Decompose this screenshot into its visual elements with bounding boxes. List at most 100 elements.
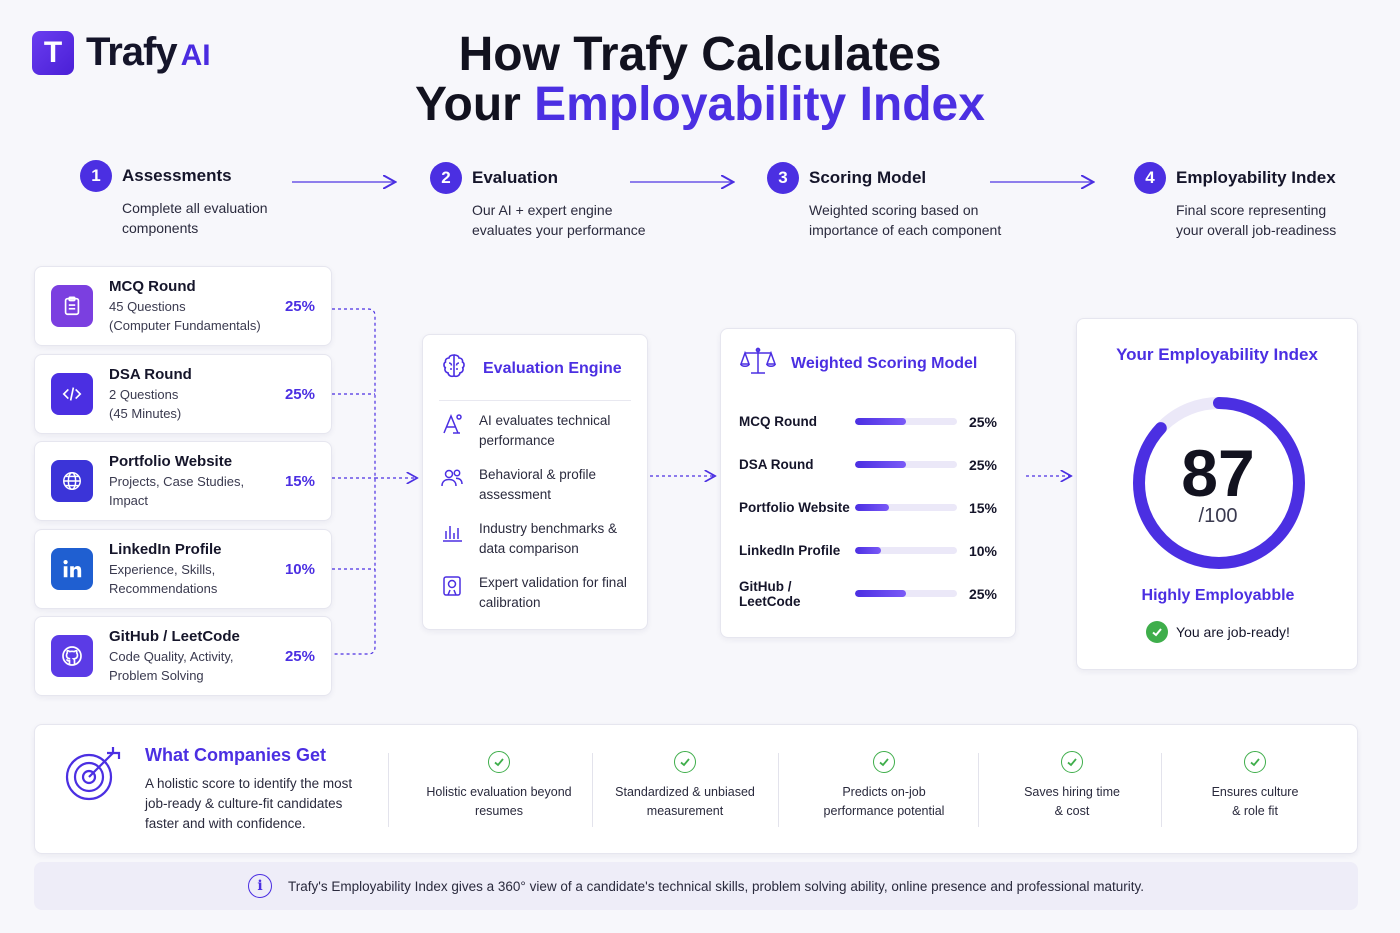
step-desc: Final score representing your overall jo… xyxy=(1176,202,1337,238)
weight-bar-fill xyxy=(855,504,889,511)
step-desc: Weighted scoring based on importance of … xyxy=(809,202,1002,238)
component-detail: Impact xyxy=(109,493,149,508)
component-detail: Experience, Skills, xyxy=(109,562,216,577)
component-weight: 10% xyxy=(284,560,315,578)
footer-note: i Trafy's Employability Index gives a 36… xyxy=(34,862,1358,910)
check-icon xyxy=(1244,751,1266,773)
brand-suffix: AI xyxy=(180,39,211,72)
brand-logo: T Trafy AI xyxy=(32,30,211,75)
weight-bar-fill xyxy=(855,547,881,554)
engine-item: Expert validation for final calibration xyxy=(439,573,631,613)
ready-text: You are job-ready! xyxy=(1176,624,1290,640)
benefit-text: measurement xyxy=(646,804,724,818)
benefit-item: Standardized & unbiased measurement xyxy=(595,751,775,829)
divider xyxy=(978,753,979,827)
weighted-title: Weighted Scoring Model xyxy=(791,354,978,372)
weighted-row: LinkedIn Profile 10% xyxy=(739,529,997,572)
step-number: 3 xyxy=(767,162,799,194)
step-title: Assessments xyxy=(122,166,232,185)
benefit-item: Ensures culture & role fit xyxy=(1165,751,1345,829)
component-links xyxy=(332,308,1070,655)
title-line-2: Your Employability Index xyxy=(0,80,1400,130)
weighted-row-pct: 25% xyxy=(968,413,997,430)
benefit-text: Holistic evaluation beyond xyxy=(426,785,572,799)
benefit-text: performance potential xyxy=(823,804,945,818)
weighted-row: DSA Round 25% xyxy=(739,443,997,486)
engine-title: Evaluation Engine xyxy=(483,359,622,377)
info-icon: i xyxy=(248,874,272,898)
benefit-text: & role fit xyxy=(1232,804,1278,818)
badge-icon xyxy=(439,573,465,604)
benefit-item: Holistic evaluation beyond resumes xyxy=(405,751,593,829)
ready-badge: You are job-ready! xyxy=(1077,621,1359,643)
component-detail: Problem Solving xyxy=(109,668,204,683)
component-weight: 25% xyxy=(284,297,315,315)
component-card-dsa: DSA Round 2 Questions (45 Minutes) 25% xyxy=(34,354,332,434)
component-detail: 2 Questions xyxy=(109,387,179,402)
benefit-text: Predicts on-job xyxy=(842,785,926,799)
engine-item: Industry benchmarks & data comparison xyxy=(439,519,631,559)
gauge-fill xyxy=(1133,397,1305,569)
engine-item: Behavioral & profile assessment xyxy=(439,465,631,505)
weighted-row: MCQ Round 25% xyxy=(739,400,997,443)
evaluation-engine-card: Evaluation Engine AI evaluates technical… xyxy=(422,334,648,630)
weighted-row-pct: 25% xyxy=(968,456,997,473)
weight-bar xyxy=(855,590,957,597)
component-detail: Code Quality, Activity, xyxy=(109,649,234,664)
weighted-row-label: DSA Round xyxy=(739,457,814,472)
component-card-portfolio: Portfolio Website Projects, Case Studies… xyxy=(34,441,332,521)
weighted-scoring-card: Weighted Scoring Model MCQ Round 25% DSA R… xyxy=(720,328,1016,638)
weighted-rows: MCQ Round 25% DSA Round 25% Portfolio Websit… xyxy=(739,400,997,615)
weight-bar-fill xyxy=(855,590,906,597)
engine-item-text: Expert validation for final calibration xyxy=(479,575,627,610)
score-gauge xyxy=(1133,397,1305,569)
companies-desc: A holistic score to identify the most jo… xyxy=(145,776,353,831)
check-icon xyxy=(873,751,895,773)
benefit-item: Predicts on-job performance potential xyxy=(785,751,983,829)
engine-item-text: AI evaluates technical performance xyxy=(479,413,611,448)
component-detail: (Computer Fundamentals) xyxy=(109,318,261,333)
logo-mark: T xyxy=(32,30,74,75)
divider xyxy=(1161,753,1162,827)
component-title: MCQ Round xyxy=(109,278,196,295)
component-title: Portfolio Website xyxy=(109,453,233,470)
title-line-1: How Trafy Calculates xyxy=(458,28,942,81)
bar-chart-icon xyxy=(439,519,465,550)
benefit-text: Standardized & unbiased xyxy=(615,785,755,799)
step-desc: Complete all evaluation components xyxy=(122,200,268,236)
engine-item-text: Behavioral & profile assessment xyxy=(479,467,597,502)
brand-name: Trafy xyxy=(86,30,178,74)
check-icon xyxy=(674,751,696,773)
component-title: LinkedIn Profile xyxy=(109,541,222,558)
brain-icon xyxy=(439,351,469,386)
step-3: 3 Scoring Model Weighted scoring based o… xyxy=(767,162,1009,240)
step-2: 2 Evaluation Our AI + expert engine eval… xyxy=(430,162,652,240)
page-title: How Trafy Calculates Your Employability … xyxy=(0,30,1400,130)
clipboard-icon xyxy=(51,285,93,327)
score-value: 87 xyxy=(1181,436,1255,510)
component-detail: (45 Minutes) xyxy=(109,406,182,421)
check-icon xyxy=(1061,751,1083,773)
component-weight: 25% xyxy=(284,385,315,403)
weighted-row-pct: 25% xyxy=(968,585,997,602)
benefit-text: & cost xyxy=(1054,804,1090,818)
engine-item-text: Industry benchmarks & data comparison xyxy=(479,521,618,556)
weighted-row-pct: 10% xyxy=(968,542,997,559)
check-icon xyxy=(1146,621,1169,643)
weight-bar-fill xyxy=(855,461,906,468)
index-title: Your Employability Index xyxy=(1116,345,1318,364)
scale-icon xyxy=(739,345,777,382)
title-accent: Employability Index xyxy=(534,78,985,131)
weighted-row-label: LinkedIn Profile xyxy=(739,543,841,558)
code-icon xyxy=(51,373,93,415)
divider xyxy=(439,400,631,401)
step-title: Employability Index xyxy=(1176,168,1336,187)
employability-index-card: Your Employability Index 87 /100 Highly … xyxy=(1076,318,1358,670)
target-icon xyxy=(63,745,123,834)
companies-panel: What Companies Get A holistic score to i… xyxy=(34,724,1358,854)
score-status: Highly Employabble xyxy=(1141,587,1295,604)
step-title: Scoring Model xyxy=(809,168,927,187)
weight-bar xyxy=(855,418,957,425)
step-4: 4 Employability Index Final score repres… xyxy=(1134,162,1356,240)
weighted-row-pct: 15% xyxy=(968,499,997,516)
